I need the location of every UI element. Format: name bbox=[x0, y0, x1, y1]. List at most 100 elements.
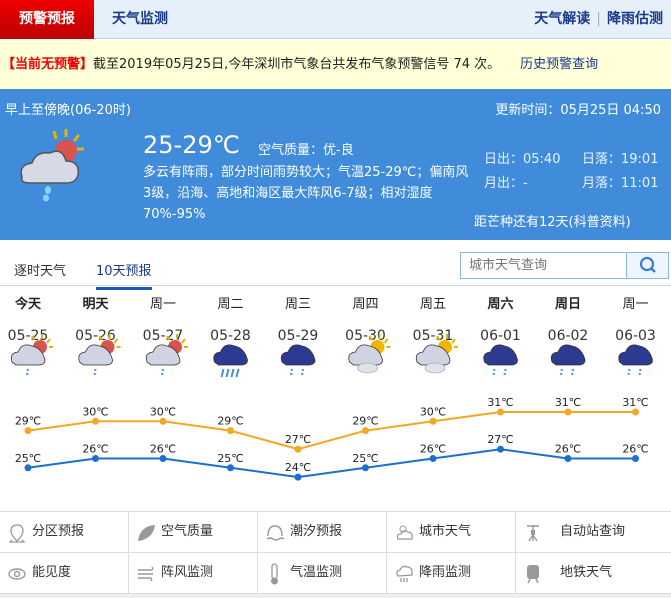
quick-link-rain-cloud[interactable]: 降雨监测 bbox=[387, 553, 516, 594]
quick-link-label: 城市天气 bbox=[419, 524, 472, 539]
quick-links: 分区预报 空气质量 潮汐预报 城市天气 自动站查询能见度 阵风监测 气温监测 降雨监测 地铁天气 bbox=[0, 511, 671, 594]
quick-link-label: 阵风监测 bbox=[161, 565, 214, 580]
day-label: 周五 bbox=[420, 297, 446, 312]
date-label: 05-25 bbox=[8, 328, 49, 344]
quick-link-eye[interactable]: 能见度 bbox=[0, 553, 129, 594]
date-label: 06-03 bbox=[615, 328, 656, 344]
low-temp-point bbox=[362, 464, 369, 472]
quick-link-label: 自动站查询 bbox=[560, 524, 626, 539]
tab-ten-day[interactable]: 10天预报 bbox=[96, 260, 152, 290]
divider: | bbox=[596, 11, 601, 27]
date-label: 05-28 bbox=[210, 328, 251, 344]
leaf-icon bbox=[138, 525, 155, 541]
high-temp-label: 31℃ bbox=[487, 396, 513, 409]
date-label: 05-30 bbox=[345, 328, 386, 344]
high-temp-point bbox=[429, 417, 437, 425]
day-label: 周一 bbox=[150, 297, 176, 312]
low-temp-label: 25℃ bbox=[15, 452, 41, 465]
high-temp-label: 30℃ bbox=[420, 405, 446, 418]
period: 早上至傍晚(06-20时) bbox=[5, 103, 131, 118]
high-temp-point bbox=[362, 427, 369, 435]
low-temp-point bbox=[227, 464, 234, 472]
quick-link-leaf[interactable]: 空气质量 bbox=[129, 512, 258, 553]
warning-status: 【当前无预警】 bbox=[2, 57, 94, 72]
warning-text: 截至2019年05月25日,今年深圳市气象台共发布气象预警信号 74 次。 bbox=[93, 57, 501, 72]
wind-icon bbox=[138, 566, 154, 582]
low-temp-label: 24℃ bbox=[285, 461, 311, 474]
high-temp-point bbox=[159, 417, 167, 425]
day-label: 周六 bbox=[487, 296, 513, 312]
quick-link-label: 潮汐预报 bbox=[290, 524, 343, 539]
day-label: 周一 bbox=[622, 297, 648, 312]
history-warning-link[interactable]: 历史预警查询 bbox=[520, 57, 599, 72]
sunrise: 日出：05:40 bbox=[484, 152, 561, 167]
sunset: 日落：19:01 bbox=[582, 152, 659, 167]
date-label: 05-27 bbox=[143, 328, 184, 344]
low-temp-label: 25℃ bbox=[352, 452, 378, 465]
shower-icon bbox=[483, 344, 518, 376]
low-temp-label: 26℃ bbox=[82, 443, 108, 456]
high-temp-label: 29℃ bbox=[217, 415, 243, 428]
heavy-rain-icon bbox=[213, 344, 248, 378]
footer-bar bbox=[0, 594, 671, 598]
low-temp-line bbox=[27, 448, 636, 479]
quick-link-tide[interactable]: 潮汐预报 bbox=[258, 512, 387, 553]
train-icon bbox=[527, 565, 539, 584]
today-temp: 25-29℃ bbox=[143, 131, 240, 159]
low-temp-label: 26℃ bbox=[622, 443, 648, 456]
low-temp-label: 27℃ bbox=[487, 433, 513, 446]
low-temp-point bbox=[24, 464, 32, 472]
search-button[interactable] bbox=[626, 253, 668, 278]
day-label: 周二 bbox=[217, 297, 243, 312]
moonset: 月落：11:01 bbox=[582, 176, 659, 191]
weather-station-icon bbox=[527, 525, 539, 542]
quick-link-sun-cloud[interactable]: 城市天气 bbox=[387, 512, 516, 553]
partly-cloudy-shower-icon bbox=[78, 334, 121, 376]
shower-icon bbox=[618, 344, 653, 376]
quick-link-thermometer[interactable]: 气温监测 bbox=[258, 553, 387, 594]
rain-estimate-link[interactable]: 降雨估测 bbox=[607, 11, 663, 27]
rain-cloud-icon bbox=[396, 565, 413, 582]
date-label: 06-02 bbox=[548, 328, 589, 344]
low-temp-point bbox=[497, 445, 504, 453]
tide-icon bbox=[266, 525, 285, 541]
moonrise: 月出：- bbox=[484, 176, 528, 191]
weather-interpret-link[interactable]: 天气解读 bbox=[534, 11, 591, 27]
low-temp-label: 26℃ bbox=[150, 443, 176, 456]
date-label: 05-31 bbox=[413, 328, 454, 344]
high-temp-label: 27℃ bbox=[285, 433, 311, 446]
solar-term-link[interactable]: 距芒种还有12天(科普资料) bbox=[474, 215, 631, 230]
high-temp-point bbox=[294, 445, 302, 453]
quick-link-weather-station[interactable]: 自动站查询 bbox=[516, 512, 671, 553]
quick-link-wind[interactable]: 阵风监测 bbox=[129, 553, 258, 594]
map-pin-icon bbox=[8, 524, 26, 543]
right-links: 天气解读 | 降雨估测 bbox=[534, 0, 663, 39]
quick-link-train[interactable]: 地铁天气 bbox=[516, 553, 671, 594]
quick-link-label: 降雨监测 bbox=[419, 565, 472, 580]
high-temp-point bbox=[497, 408, 504, 416]
date-label: 05-29 bbox=[278, 328, 319, 344]
shower-icon bbox=[550, 344, 586, 376]
search-icon bbox=[639, 256, 656, 273]
sun-cloud-icon bbox=[396, 525, 413, 540]
day-label: 周四 bbox=[352, 297, 378, 312]
cloudy-shower-icon bbox=[20, 129, 84, 202]
city-search-input[interactable] bbox=[461, 253, 627, 278]
update-time: 更新时间：05月25日 04:50 bbox=[495, 103, 661, 118]
low-temp-label: 26℃ bbox=[555, 443, 581, 456]
quick-link-label: 地铁天气 bbox=[560, 565, 613, 580]
tab-warning-forecast[interactable]: 预警预报 bbox=[0, 0, 94, 39]
low-temp-point bbox=[632, 455, 639, 462]
tab-weather-monitor[interactable]: 天气监测 bbox=[112, 11, 168, 27]
low-temp-label: 25℃ bbox=[217, 452, 243, 465]
partly-cloudy-shower-icon bbox=[10, 334, 53, 376]
day-label: 周日 bbox=[555, 297, 581, 312]
high-temp-label: 29℃ bbox=[15, 415, 41, 428]
low-temp-point bbox=[159, 455, 167, 462]
thermometer-icon bbox=[271, 563, 278, 585]
partly-cloudy-icon bbox=[348, 334, 391, 374]
partly-cloudy-icon bbox=[415, 334, 458, 374]
tab-hourly[interactable]: 逐时天气 bbox=[14, 264, 67, 279]
quick-link-map-pin[interactable]: 分区预报 bbox=[0, 512, 129, 553]
high-temp-point bbox=[24, 427, 32, 435]
